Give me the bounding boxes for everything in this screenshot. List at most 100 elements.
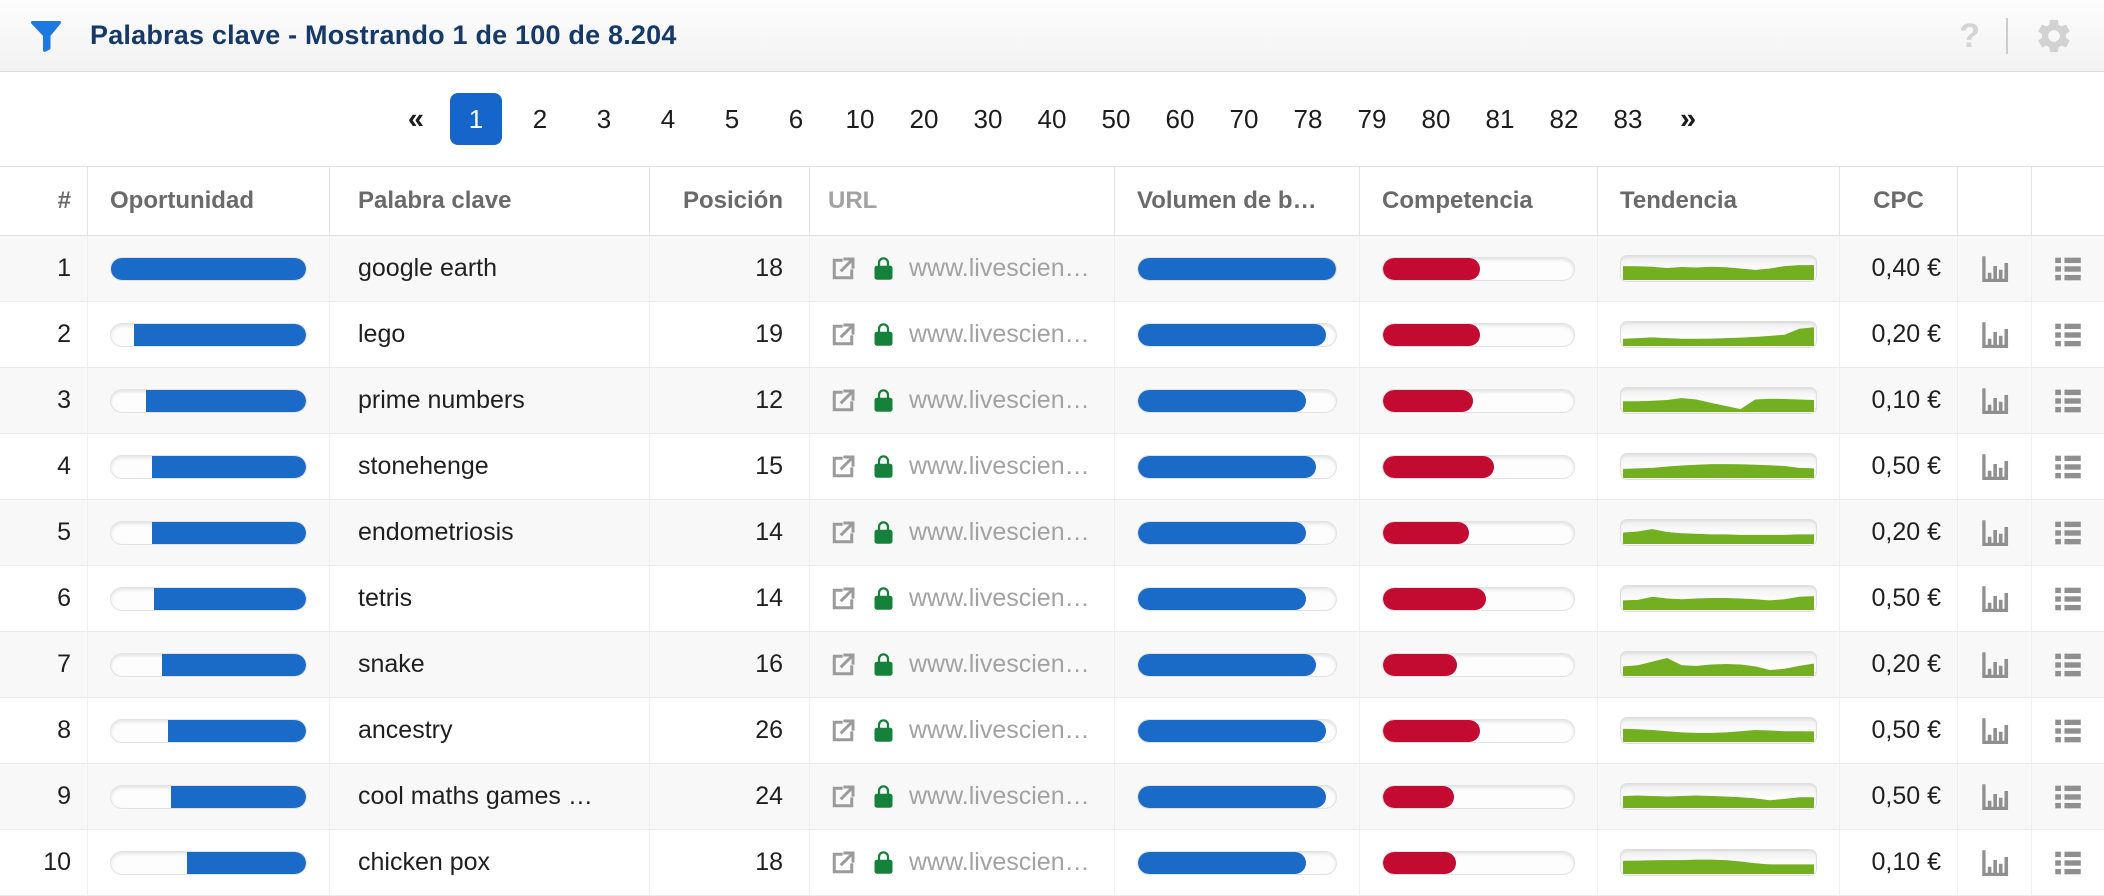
history-chart-button[interactable]	[1977, 449, 2013, 485]
trend-area	[1623, 327, 1814, 346]
url-text[interactable]: www.livescien…	[909, 254, 1090, 282]
opportunity-bar	[153, 587, 306, 610]
trend-sparkline	[1620, 255, 1817, 282]
keyword-cell: stonehenge	[330, 434, 650, 499]
column-header-position[interactable]: Posición	[650, 167, 810, 235]
pagination-page[interactable]: 10	[845, 103, 875, 134]
url-text[interactable]: www.livescien…	[909, 650, 1090, 678]
chart-action-cell	[1958, 368, 2032, 433]
external-link-button[interactable]	[828, 320, 858, 350]
url-text[interactable]: www.livescien…	[909, 716, 1090, 744]
serp-list-button[interactable]	[2051, 384, 2085, 418]
pagination-page[interactable]: 70	[1229, 103, 1259, 134]
external-link-button[interactable]	[828, 716, 858, 746]
history-chart-button[interactable]	[1977, 779, 2013, 815]
serp-list-button[interactable]	[2051, 714, 2085, 748]
column-header-url[interactable]: URL	[810, 167, 1115, 235]
serp-list-button[interactable]	[2051, 450, 2085, 484]
pagination-page[interactable]: 30	[973, 103, 1003, 134]
serp-list-button[interactable]	[2051, 252, 2085, 286]
pagination-page[interactable]: 2	[532, 103, 548, 134]
pagination-page[interactable]: 79	[1357, 103, 1387, 134]
history-chart-button[interactable]	[1977, 581, 2013, 617]
pagination-prev[interactable]: «	[407, 102, 424, 135]
list-icon	[2055, 455, 2081, 478]
pagination-page[interactable]: 6	[788, 103, 804, 134]
lock-icon	[874, 323, 893, 346]
filter-button[interactable]	[28, 18, 64, 54]
serp-list-button[interactable]	[2051, 318, 2085, 352]
pagination-page[interactable]: 60	[1165, 103, 1195, 134]
pagination-page[interactable]: 80	[1421, 103, 1451, 134]
toolbar: Palabras clave - Mostrando 1 de 100 de 8…	[0, 0, 2104, 72]
serp-list-button[interactable]	[2051, 582, 2085, 616]
lock-icon	[874, 257, 893, 280]
history-chart-button[interactable]	[1977, 713, 2013, 749]
list-icon	[2055, 389, 2081, 412]
pagination-page[interactable]: 3	[596, 103, 612, 134]
serp-list-button[interactable]	[2051, 516, 2085, 550]
opportunity-cell	[88, 566, 330, 631]
external-link-button[interactable]	[828, 254, 858, 284]
opportunity-cell	[88, 368, 330, 433]
column-header-competition[interactable]: Competencia	[1360, 167, 1598, 235]
competition-track	[1382, 850, 1575, 875]
history-chart-button[interactable]	[1977, 845, 2013, 881]
volume-bar	[1138, 455, 1317, 478]
url-text[interactable]: www.livescien…	[909, 782, 1090, 810]
history-chart-button[interactable]	[1977, 317, 2013, 353]
competition-cell	[1360, 368, 1598, 433]
external-link-icon	[832, 851, 855, 873]
url-text[interactable]: www.livescien…	[909, 518, 1090, 546]
pagination-page[interactable]: 83	[1613, 103, 1643, 134]
list-action-cell	[2032, 434, 2104, 499]
external-link-button[interactable]	[828, 386, 858, 416]
external-link-button[interactable]	[828, 782, 858, 812]
opportunity-track	[110, 256, 307, 281]
list-icon	[2055, 851, 2081, 874]
column-header-trend[interactable]: Tendencia	[1598, 167, 1840, 235]
position-cell: 15	[650, 434, 810, 499]
external-link-button[interactable]	[828, 518, 858, 548]
competition-cell	[1360, 632, 1598, 697]
serp-list-button[interactable]	[2051, 648, 2085, 682]
history-chart-button[interactable]	[1977, 515, 2013, 551]
serp-list-button[interactable]	[2051, 846, 2085, 880]
pagination-page[interactable]: 20	[909, 103, 939, 134]
help-icon[interactable]: ?	[1959, 16, 1980, 55]
lock-icon	[874, 521, 893, 544]
serp-list-button[interactable]	[2051, 780, 2085, 814]
position-cell: 26	[650, 698, 810, 763]
pagination-page[interactable]: 40	[1037, 103, 1067, 134]
external-link-button[interactable]	[828, 584, 858, 614]
pagination-next[interactable]: »	[1680, 102, 1697, 135]
external-link-button[interactable]	[828, 848, 858, 878]
url-text[interactable]: www.livescien…	[909, 848, 1090, 876]
column-header-num[interactable]: #	[0, 167, 88, 235]
pagination-page[interactable]: 4	[660, 103, 676, 134]
pagination-page[interactable]: 81	[1485, 103, 1515, 134]
volume-track	[1137, 586, 1337, 611]
pagination-page[interactable]: 82	[1549, 103, 1579, 134]
pagination-page[interactable]: 50	[1101, 103, 1131, 134]
url-text[interactable]: www.livescien…	[909, 386, 1090, 414]
external-link-icon	[832, 455, 855, 477]
settings-button[interactable]	[2034, 16, 2074, 56]
history-chart-button[interactable]	[1977, 383, 2013, 419]
external-link-button[interactable]	[828, 452, 858, 482]
pagination-page[interactable]: 5	[724, 103, 740, 134]
external-link-button[interactable]	[828, 650, 858, 680]
column-header-keyword[interactable]: Palabra clave	[330, 167, 650, 235]
pagination-page[interactable]: 1	[450, 93, 502, 145]
history-chart-button[interactable]	[1977, 251, 2013, 287]
column-header-cpc[interactable]: CPC	[1840, 167, 1958, 235]
opportunity-bar	[111, 257, 306, 280]
pagination-page[interactable]: 78	[1293, 103, 1323, 134]
url-text[interactable]: www.livescien…	[909, 584, 1090, 612]
url-text[interactable]: www.livescien…	[909, 320, 1090, 348]
column-header-volume[interactable]: Volumen de b…	[1115, 167, 1360, 235]
lock-icon	[874, 785, 893, 808]
history-chart-button[interactable]	[1977, 647, 2013, 683]
url-text[interactable]: www.livescien…	[909, 452, 1090, 480]
column-header-opportunity[interactable]: Oportunidad	[88, 167, 330, 235]
